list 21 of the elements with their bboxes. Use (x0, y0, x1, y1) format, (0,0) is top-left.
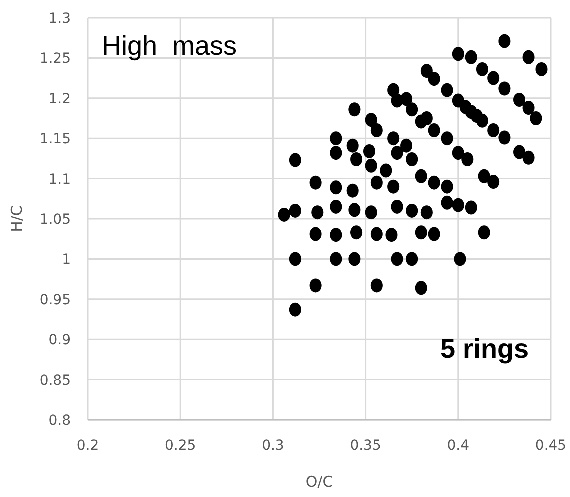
y-tick-label: 0.95 (40, 292, 71, 308)
annotation: High mass (102, 31, 238, 61)
x-tick-label: 0.2 (76, 438, 100, 454)
annotation: 5 rings (440, 334, 529, 364)
x-tick-label: 0.4 (447, 438, 470, 454)
y-tick-label: 1.15 (40, 132, 71, 148)
y-tick-label: 1.3 (48, 11, 71, 27)
y-tick-label: 1.1 (48, 172, 71, 188)
y-tick-label: 1.25 (40, 51, 71, 68)
y-tick-label: 1.05 (40, 212, 71, 228)
x-tick-label: 0.3 (262, 438, 284, 454)
x-axis-title: O/C (306, 473, 334, 491)
x-tick-label: 0.45 (535, 438, 567, 454)
y-tick-label: 0.85 (40, 372, 71, 389)
y-tick-label: 1 (62, 252, 71, 268)
y-axis-title: H/C (8, 206, 26, 232)
x-tick-label: 0.35 (350, 438, 382, 454)
y-tick-label: 1.2 (48, 91, 71, 108)
x-tick-label: 0.25 (165, 438, 196, 454)
y-tick-label: 0.9 (48, 332, 71, 349)
y-tick-label: 0.8 (48, 413, 71, 429)
